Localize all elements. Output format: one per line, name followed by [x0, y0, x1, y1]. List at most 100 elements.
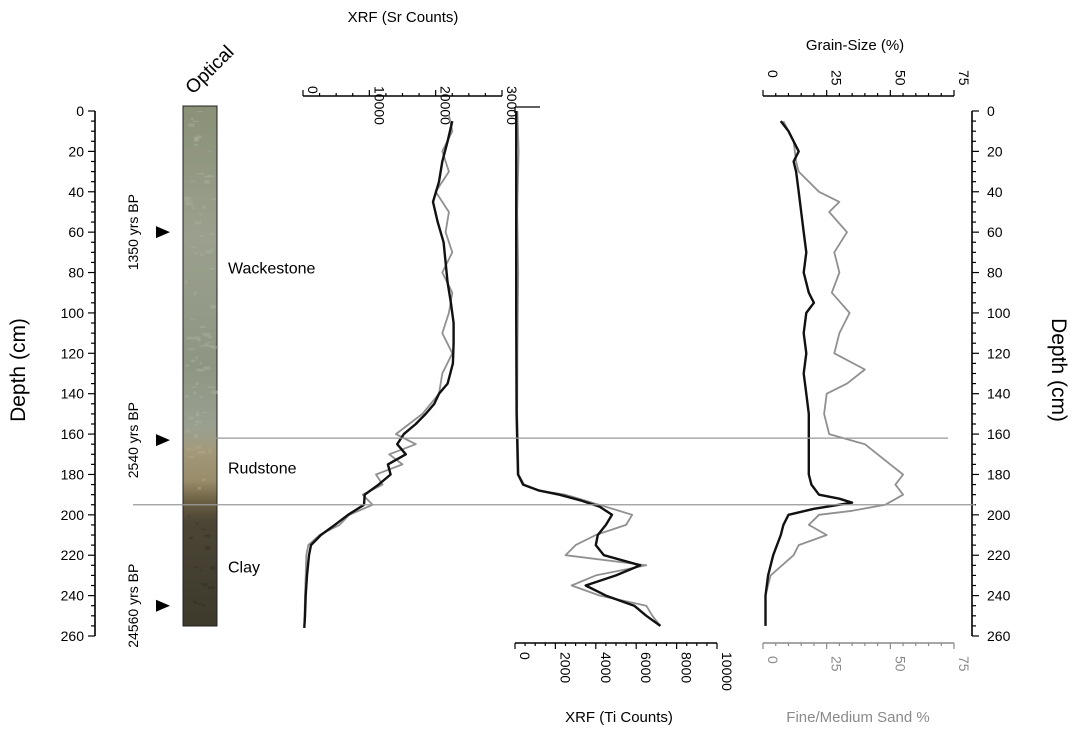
- core-texture-mottle: [209, 304, 217, 309]
- depth-axis-left-tick-label: 260: [61, 628, 85, 644]
- core-texture-mottle: [195, 420, 202, 424]
- age-marker: [156, 434, 170, 447]
- depth-axis-right-tick-label: 220: [987, 547, 1011, 563]
- core-texture-mottle: [193, 600, 198, 604]
- core-texture-mottle: [203, 366, 211, 370]
- core-texture-mottle: [195, 522, 199, 525]
- grain-top-tick-label: 50: [892, 70, 908, 86]
- core-texture-mottle: [196, 368, 204, 372]
- core-texture-mottle: [194, 423, 198, 426]
- core-texture-mottle: [199, 344, 207, 347]
- core-texture-mottle: [185, 364, 190, 367]
- depth-axis-left-label: Depth (cm): [7, 318, 30, 422]
- age-label: 1350 yrs BP: [125, 194, 141, 270]
- core-texture-mottle: [208, 341, 213, 344]
- core-texture-mottle: [193, 252, 198, 255]
- depth-axis-right-tick-label: 240: [987, 588, 1011, 604]
- core-texture-mottle: [199, 362, 203, 365]
- core-texture-mottle: [195, 221, 202, 225]
- unit-label: Clay: [228, 559, 260, 576]
- core-texture-mottle: [194, 434, 199, 439]
- ti-tick-label: 4000: [598, 652, 614, 683]
- depth-axis-right-tick-label: 140: [987, 386, 1011, 402]
- depth-axis-right-tick-label: 60: [987, 224, 1003, 240]
- grain-bottom-tick-label: 75: [956, 656, 972, 672]
- core-texture-mottle: [190, 180, 195, 183]
- grain-top-tick-label: 75: [956, 70, 972, 86]
- ti-tick-label: 0: [517, 652, 533, 660]
- core-texture-mottle: [186, 431, 191, 433]
- core-texture-mottle: [190, 318, 195, 320]
- depth-axis-right-tick-label: 120: [987, 345, 1011, 361]
- depth-axis-right-tick-label: 200: [987, 507, 1011, 523]
- core-texture-mottle: [211, 390, 218, 395]
- core-texture-mottle: [202, 332, 211, 337]
- ti-tick-label: 8000: [679, 652, 695, 683]
- core-texture-mottle: [188, 416, 195, 420]
- ti-smoothed-series: [515, 111, 662, 627]
- core-texture-mottle: [202, 205, 206, 209]
- grain-bottom-tick-label: 0: [765, 656, 781, 664]
- grain-xlabel: Fine/Medium Sand %: [786, 709, 929, 726]
- core-texture-mottle: [201, 528, 207, 530]
- core-texture-mottle: [188, 455, 194, 459]
- core-texture-mottle: [211, 198, 217, 201]
- core-texture-mottle: [208, 150, 212, 152]
- core-texture-mottle: [199, 326, 206, 328]
- depth-axis-left-tick-label: 180: [61, 466, 85, 482]
- core-texture-mottle: [208, 586, 215, 590]
- depth-axis-left-tick-label: 240: [61, 588, 85, 604]
- core-texture-mottle: [204, 176, 212, 178]
- core-texture-mottle: [197, 450, 206, 454]
- core-texture-mottle: [204, 179, 210, 184]
- depth-axis-right-tick-label: 40: [987, 184, 1003, 200]
- core-texture-mottle: [191, 386, 196, 389]
- core-texture-mottle: [209, 267, 216, 270]
- depth-axis-right-label: Depth (cm): [1047, 318, 1070, 422]
- unit-label: Rudstone: [228, 460, 297, 477]
- core-texture-mottle: [184, 196, 192, 201]
- optical-panel: Optical Wackestone Rudstone Clay 1350 yrs …: [125, 42, 316, 648]
- core-texture-mottle: [193, 391, 197, 395]
- core-texture-mottle: [198, 235, 205, 238]
- core-texture-mottle: [188, 536, 194, 540]
- core-texture-mottle: [184, 395, 189, 398]
- core-texture-mottle: [196, 411, 199, 416]
- grain-top-tick-label: 25: [829, 70, 845, 86]
- core-texture-mottle: [193, 291, 197, 296]
- ti-panel: XRF (Ti Counts) 0 2000 4000 6000 8000 10000: [514, 106, 735, 726]
- core-texture-mottle: [208, 449, 212, 454]
- ti-tick-label: 6000: [638, 652, 654, 683]
- depth-axis-left-tick-label: 100: [61, 305, 85, 321]
- core-texture-mottle: [207, 386, 215, 388]
- depth-axis-right-tick-label: 160: [987, 426, 1011, 442]
- depth-axis-right-tick-label: 20: [987, 143, 1003, 159]
- depth-axis-left: Depth (cm) 0 20 40 60 80 100 120 140 160 180 200 22…: [7, 103, 96, 644]
- depth-axis-left-tick-label: 20: [68, 143, 84, 159]
- core-texture-mottle: [201, 604, 206, 607]
- depth-axis-left-tick-label: 140: [61, 386, 85, 402]
- core-texture-mottle: [206, 175, 214, 177]
- core-texture-mottle: [199, 569, 203, 572]
- sr-tick-label: 10000: [371, 86, 387, 125]
- depth-axis-left-tick-label: 40: [68, 184, 84, 200]
- core-texture-mottle: [211, 346, 219, 349]
- core-texture-mottle: [186, 336, 194, 340]
- depth-axis-right-tick-label: 180: [987, 466, 1011, 482]
- sr-tick-label: 0: [305, 86, 321, 94]
- core-texture-mottle: [186, 428, 190, 431]
- core-texture-mottle: [187, 516, 191, 518]
- core-texture-mottle: [205, 546, 211, 550]
- core-texture-mottle: [194, 336, 200, 341]
- core-texture-mottle: [194, 445, 202, 449]
- core-texture-mottle: [188, 123, 195, 127]
- sr-title: XRF (Sr Counts): [348, 9, 459, 26]
- depth-axis-left-tick-label: 60: [68, 224, 84, 240]
- core-texture-mottle: [192, 206, 195, 210]
- boundary-lines: [133, 437, 975, 506]
- ti-xlabel: XRF (Ti Counts): [565, 709, 673, 726]
- core-texture-mottle: [197, 486, 202, 490]
- core-texture-mottle: [193, 137, 198, 142]
- core-texture-mottle: [197, 111, 203, 113]
